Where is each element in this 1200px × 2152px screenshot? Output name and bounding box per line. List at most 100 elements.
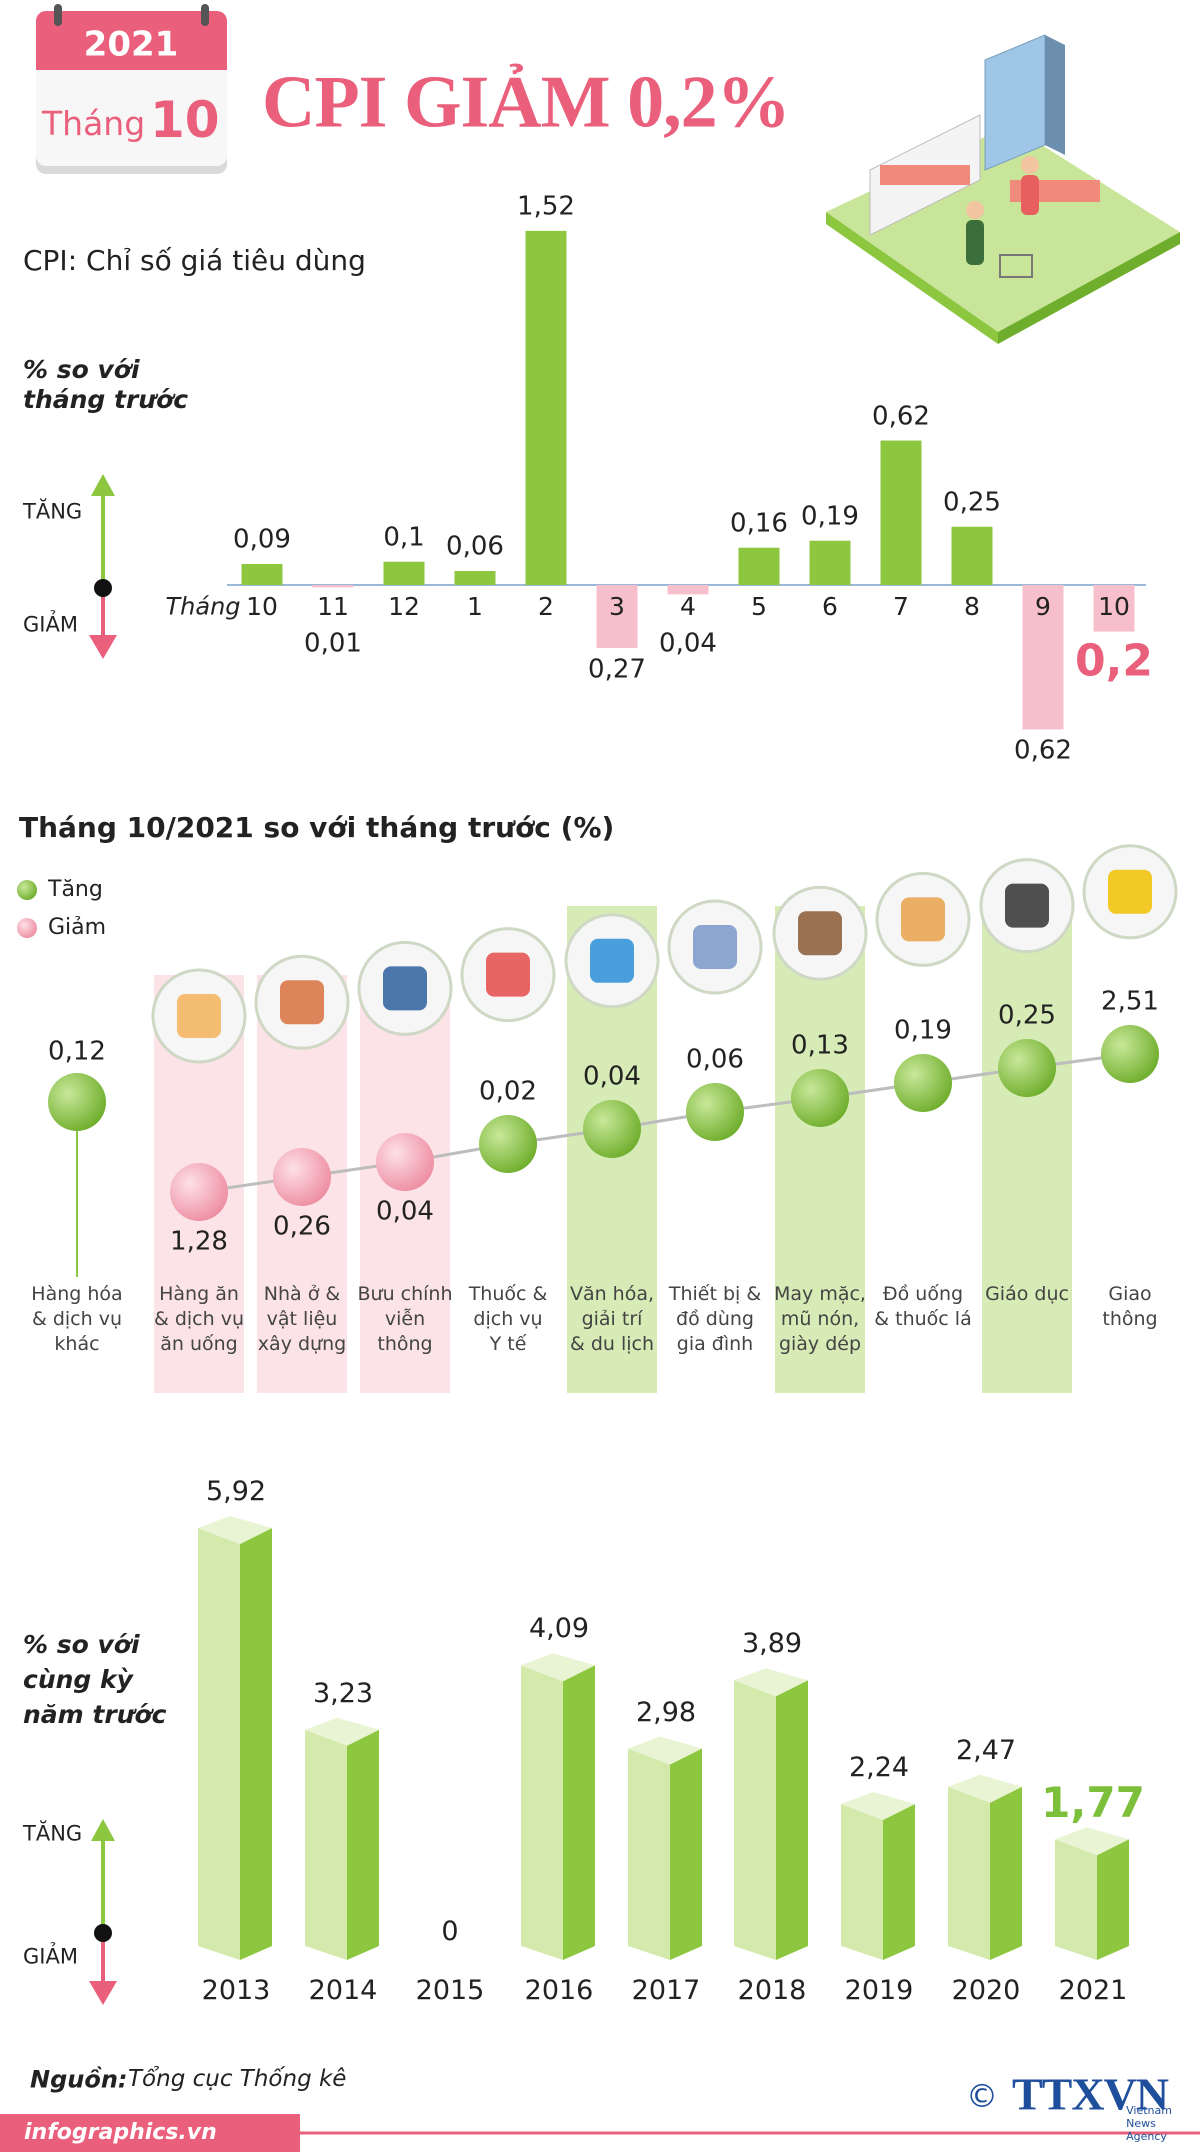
- value-label: 0,04: [376, 1196, 434, 1227]
- bar-face-left: [628, 1748, 670, 1960]
- bar: [1022, 585, 1064, 730]
- calendar-year: 2021: [83, 24, 179, 65]
- dot: [583, 1100, 641, 1158]
- bar: [241, 564, 283, 585]
- value-label: 0,25: [998, 1000, 1056, 1031]
- x-tick-label: 7: [893, 592, 909, 621]
- bar: [880, 440, 922, 585]
- value-label: 0,62: [872, 400, 930, 431]
- bar-3d: [1055, 1827, 1129, 1960]
- x-tick-label: 2017: [631, 1974, 701, 2006]
- value-label: 0,06: [686, 1044, 744, 1075]
- bar-face-left: [841, 1804, 883, 1960]
- dot: [170, 1163, 228, 1221]
- x-tick-label: 2014: [308, 1974, 378, 2006]
- bar: [525, 230, 567, 585]
- main-title: CPI GIẢM 0,2%: [262, 61, 791, 144]
- bar: [951, 526, 993, 585]
- bar-top: [521, 1653, 595, 1682]
- value-label: 3,23: [312, 1677, 374, 1709]
- value-label: 1,28: [170, 1226, 228, 1257]
- x-tick-label: 2020: [951, 1974, 1021, 2006]
- value-label: 0,13: [791, 1030, 849, 1061]
- category-icon-glyph: [693, 925, 737, 969]
- column-highlight: [775, 906, 865, 1393]
- value-label: 4,09: [528, 1613, 590, 1645]
- value-label: 0,04: [583, 1061, 641, 1092]
- x-tick-label: 2013: [201, 1974, 271, 2006]
- up-label: TĂNG: [23, 1821, 83, 1846]
- x-tick-label: 4: [680, 592, 696, 621]
- bar-3d: [628, 1736, 702, 1960]
- column-highlight: [982, 906, 1072, 1393]
- dot: [273, 1148, 331, 1206]
- category-label: Nhà ở & vật liệu xây dựng: [257, 1283, 347, 1355]
- value-label: 1,77: [1041, 1778, 1145, 1828]
- bar-face-left: [1055, 1839, 1097, 1960]
- x-tick-label: 10: [1098, 592, 1130, 621]
- dot: [1101, 1025, 1159, 1083]
- value-label: 0,26: [273, 1211, 331, 1242]
- x-tick-label: 2018: [737, 1974, 807, 2006]
- bar-3d: [198, 1516, 272, 1960]
- legend-label: Giảm: [48, 914, 107, 940]
- category-icon-glyph: [590, 938, 634, 983]
- value-label: 0,12: [48, 1036, 106, 1067]
- bar-face-right: [563, 1665, 595, 1960]
- category-label: Hàng ăn & dịch vụ ăn uống: [153, 1283, 245, 1355]
- bar-face-left: [948, 1786, 990, 1960]
- chart-subtitle: CPI: Chỉ số giá tiêu dùng: [23, 244, 366, 278]
- category-icon-glyph: [177, 994, 221, 1038]
- value-label: 1,52: [517, 191, 575, 222]
- x-tick-label: 2021: [1058, 1974, 1128, 2006]
- legend-swatch: [17, 918, 37, 938]
- category-icon-glyph: [1108, 869, 1152, 914]
- footer-band: [0, 2114, 300, 2152]
- legend-swatch: [17, 880, 37, 900]
- dot: [998, 1039, 1056, 1097]
- calendar: [36, 4, 227, 174]
- bar-face-right: [883, 1804, 915, 1960]
- category-label: Thuốc & dịch vụ Y tế: [468, 1283, 548, 1355]
- arrow-dot: [94, 1924, 112, 1942]
- category-icon-glyph: [280, 980, 324, 1025]
- value-label: 0: [441, 1915, 459, 1947]
- bar-face-right: [990, 1786, 1022, 1960]
- value-label: 0,25: [943, 487, 1001, 518]
- supermarket-illustration: [826, 34, 1180, 344]
- logo: TTXVN: [1012, 2068, 1169, 2120]
- x-tick-label: 2015: [415, 1974, 485, 2006]
- y-axis-label: % so với cùng kỳ năm trước: [23, 1630, 167, 1729]
- bar-top: [841, 1792, 915, 1820]
- x-tick-label: 8: [964, 592, 980, 621]
- bar: [454, 571, 496, 585]
- x-tick-label: 11: [317, 592, 349, 621]
- x-tick-label: 2019: [844, 1974, 914, 2006]
- value-label: 0,62: [1014, 735, 1072, 766]
- bar: [312, 585, 354, 588]
- down-label: GIẢM: [23, 1944, 78, 1969]
- dot: [791, 1069, 849, 1127]
- value-label: 0,27: [588, 654, 646, 685]
- legend-label: Tăng: [48, 876, 103, 902]
- x-tick-label: 12: [388, 592, 420, 621]
- dot: [686, 1083, 744, 1141]
- bar: [809, 540, 851, 585]
- bar-3d: [521, 1653, 595, 1960]
- category-icon-glyph: [383, 966, 427, 1011]
- bar-3d: [841, 1792, 915, 1960]
- x-tick-label: 2016: [524, 1974, 594, 2006]
- chart-title: Tháng 10/2021 so với tháng trước (%): [19, 811, 615, 845]
- arrow-down-head: [89, 635, 117, 659]
- bar-3d: [734, 1668, 808, 1960]
- value-label: 0,06: [446, 531, 504, 562]
- value-label: 0,09: [233, 524, 291, 555]
- arrow-up-head: [91, 1819, 115, 1841]
- value-label: 0,19: [894, 1015, 952, 1046]
- bar: [596, 585, 638, 648]
- value-label: 0,1: [383, 522, 425, 553]
- arrow-down-head: [89, 1981, 117, 2005]
- source: Tổng cục Thống kê: [128, 2066, 347, 2093]
- category-label: Hàng hóa & dịch vụ khác: [31, 1283, 123, 1355]
